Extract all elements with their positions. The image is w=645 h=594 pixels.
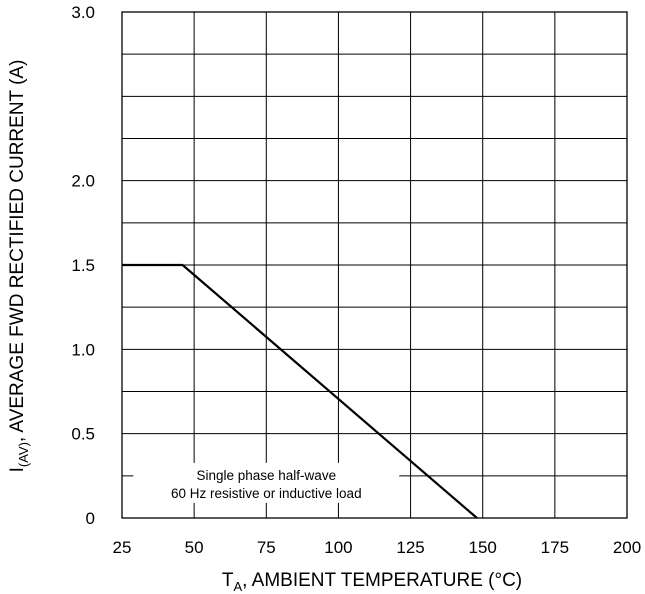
x-axis-title-subscript: A <box>233 579 242 594</box>
x-tick-label: 125 <box>396 538 424 557</box>
x-tick-label: 25 <box>113 538 132 557</box>
x-tick-label: 100 <box>324 538 352 557</box>
derating-curve <box>122 263 478 519</box>
x-axis-title: TA, AMBIENT TEMPERATURE (°C) <box>222 570 522 594</box>
y-tick-label: 2.0 <box>71 172 95 191</box>
y-axis-title-main: I <box>7 467 28 472</box>
y-tick-label: 1.5 <box>71 256 95 275</box>
x-tick-labels: 25 50 75 100 125 150 175 200 <box>113 538 642 557</box>
y-axis-title-subscript: (AV) <box>16 442 31 467</box>
grid <box>121 11 628 519</box>
x-tick-label: 150 <box>469 538 497 557</box>
series-layer <box>122 263 478 519</box>
x-tick-label: 175 <box>541 538 569 557</box>
x-axis-title-main: T <box>222 570 234 591</box>
annotation-background <box>133 462 400 503</box>
y-tick-label: 0 <box>86 509 95 528</box>
x-tick-label: 75 <box>257 538 276 557</box>
plot-frame <box>121 11 628 519</box>
annotation-line-2: 60 Hz resistive or inductive load <box>171 486 362 501</box>
y-tick-label: 3.0 <box>71 3 95 22</box>
y-axis-title: I(AV), AVERAGE FWD RECTIFIED CURRENT (A) <box>7 60 31 473</box>
y-tick-label: 0.5 <box>71 425 95 444</box>
x-axis-title-rest: , AMBIENT TEMPERATURE (°C) <box>242 570 522 591</box>
y-tick-label: 1.0 <box>71 340 95 359</box>
annotation-line-1: Single phase half-wave <box>196 468 336 483</box>
annotation-box <box>133 462 400 503</box>
y-tick-labels: 0 0.5 1.0 1.5 2.0 3.0 <box>71 3 95 528</box>
x-tick-label: 200 <box>613 538 641 557</box>
x-tick-label: 50 <box>185 538 204 557</box>
y-axis-title-rest: , AVERAGE FWD RECTIFIED CURRENT (A) <box>7 60 28 443</box>
